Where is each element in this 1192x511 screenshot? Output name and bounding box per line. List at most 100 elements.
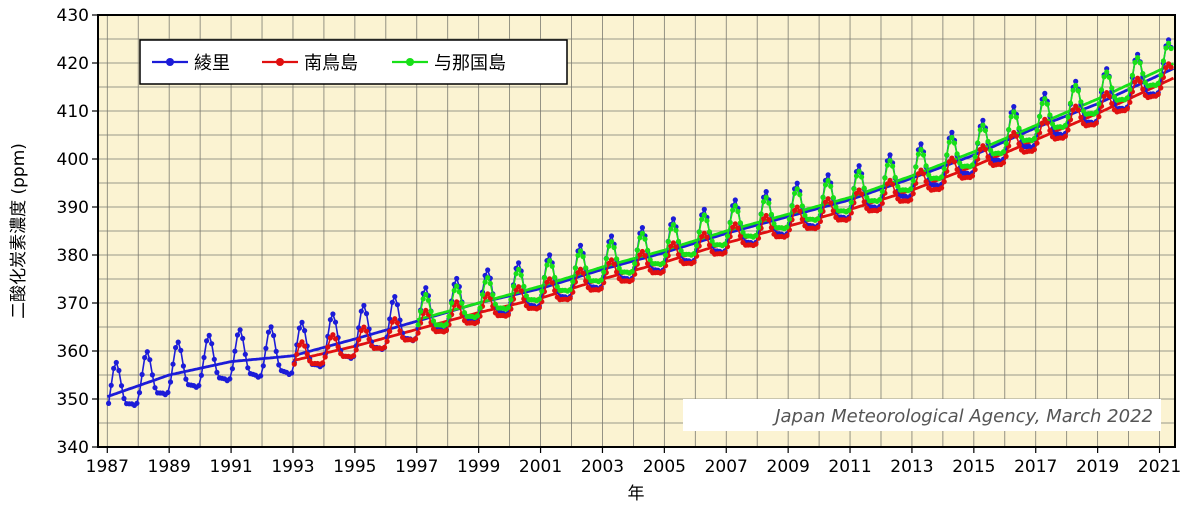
data-point (972, 167, 978, 173)
data-point (425, 297, 431, 303)
data-point (580, 270, 586, 276)
data-point (660, 269, 666, 275)
data-point (482, 279, 488, 285)
data-point (946, 159, 952, 165)
data-point (505, 304, 511, 311)
data-point (456, 289, 462, 295)
data-point (887, 158, 893, 164)
data-point (1062, 133, 1068, 139)
data-point (240, 335, 246, 341)
data-point (699, 216, 705, 222)
data-point (853, 173, 860, 179)
data-point (882, 175, 888, 181)
data-point (477, 305, 483, 311)
data-point (1098, 87, 1105, 93)
data-point (575, 252, 581, 258)
data-point (730, 207, 736, 213)
data-point (629, 268, 635, 275)
data-point (724, 233, 731, 239)
data-point (544, 262, 550, 268)
data-point (1016, 141, 1022, 147)
data-point (1140, 86, 1146, 92)
data-point (227, 376, 233, 382)
data-point (859, 191, 865, 197)
data-point (825, 196, 831, 202)
x-axis-title: 年 (628, 484, 645, 504)
data-point (461, 310, 468, 316)
data-point (547, 276, 553, 282)
data-point (392, 316, 398, 322)
data-point (1075, 88, 1081, 94)
data-point (923, 178, 929, 185)
data-point (799, 216, 805, 222)
data-point (822, 182, 829, 188)
y-tick-label: 380 (57, 246, 89, 266)
data-point (797, 192, 803, 198)
data-point (330, 311, 336, 317)
data-point (387, 328, 393, 334)
data-point (198, 372, 204, 378)
data-point (954, 151, 960, 157)
data-point (799, 203, 805, 209)
data-point (1155, 80, 1161, 86)
data-point (980, 117, 986, 123)
data-point (645, 261, 651, 267)
data-point (1096, 101, 1102, 107)
data-point (951, 140, 958, 146)
data-point (508, 297, 514, 303)
data-point (954, 166, 960, 173)
data-point (1070, 87, 1076, 93)
data-point (361, 302, 367, 309)
data-point (510, 283, 517, 289)
data-point (908, 186, 914, 192)
data-point (761, 199, 767, 205)
data-point (848, 199, 854, 205)
data-point (541, 275, 548, 281)
data-point (516, 284, 522, 290)
data-point (134, 400, 140, 406)
data-point (570, 279, 576, 285)
data-point (946, 139, 952, 145)
data-point (547, 252, 553, 258)
data-point (204, 338, 210, 344)
x-tick-label: 2017 (1014, 457, 1057, 477)
data-point (918, 146, 924, 153)
data-point (513, 271, 519, 277)
data-point (394, 320, 400, 326)
data-point (825, 177, 831, 184)
y-tick-label: 340 (57, 438, 89, 458)
data-point (670, 240, 677, 246)
data-point (353, 347, 359, 353)
data-point (763, 189, 769, 195)
data-point (214, 369, 220, 375)
data-point (363, 328, 370, 334)
data-point (1132, 79, 1138, 85)
data-point (260, 363, 266, 369)
data-point (1166, 40, 1172, 46)
data-point (614, 256, 620, 262)
data-point (1078, 114, 1084, 120)
data-point (753, 232, 759, 239)
data-point (113, 359, 119, 366)
y-tick-label: 420 (57, 54, 89, 74)
data-point (892, 174, 898, 180)
data-point (1137, 79, 1143, 85)
data-point (147, 357, 153, 363)
legend-item: 綾里 (152, 53, 230, 74)
data-point (245, 365, 251, 371)
data-point (918, 167, 924, 173)
data-point (142, 355, 148, 361)
data-point (294, 351, 300, 357)
data-point (737, 233, 744, 239)
data-point (1013, 114, 1020, 120)
data-point (585, 274, 591, 280)
data-point (794, 204, 800, 210)
data-point (242, 351, 248, 357)
data-point (358, 308, 364, 314)
data-point (423, 307, 429, 313)
data-point (1016, 125, 1022, 131)
data-point (846, 216, 852, 222)
data-point (361, 324, 367, 330)
data-point (949, 155, 955, 161)
